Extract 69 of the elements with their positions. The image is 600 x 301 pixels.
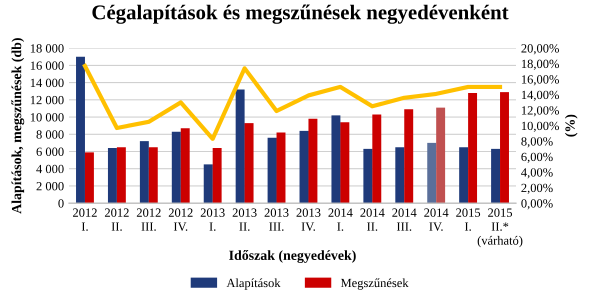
x-tick-label: 2013 IV.: [296, 208, 320, 231]
chart-title: Cégalapítások és megszűnések negyedévenként: [92, 4, 509, 24]
legend-label: Alapítások: [226, 278, 281, 290]
x-tick-label: 2012 I.: [73, 208, 97, 231]
x-tick-label: 2013 III.: [264, 208, 289, 231]
y-tick-label: 18 000: [30, 44, 64, 53]
y-tick-label: 12 000: [30, 96, 64, 104]
y-tick-label: 2 000: [36, 182, 64, 190]
y2-tick-label: 0,00%: [521, 199, 553, 210]
bar: [459, 147, 468, 204]
y-tick-label: 16 000: [30, 61, 64, 70]
x-tick-label: 2013 I.: [200, 208, 225, 231]
y2-tick-label: 6,00%: [521, 152, 553, 163]
y-axis-title: Alapítások, megszűnések (db): [11, 38, 24, 214]
y2-axis-title: (%): [564, 114, 578, 137]
y2-tick-label: 20,00%: [521, 44, 559, 54]
line-series: [82, 64, 502, 141]
y-tick-label: 4 000: [36, 164, 64, 174]
bar: [84, 152, 94, 204]
y-tick-label: 8 000: [36, 130, 64, 139]
x-axis-title: Időszak (negyedévek): [229, 250, 356, 263]
y2-tick-label: 4,00%: [521, 168, 553, 178]
bar: [76, 56, 85, 204]
bar: [276, 132, 286, 204]
bar: [172, 132, 181, 204]
bar: [308, 118, 318, 204]
bar: [236, 89, 245, 204]
x-tick-label: 2015 I.: [456, 208, 480, 231]
y-tick-label: 6 000: [36, 148, 64, 156]
bar: [404, 109, 414, 204]
bar: [204, 164, 213, 204]
x-tick-label: 2012 II.: [104, 208, 129, 231]
x-tick-label: 2013 II.: [232, 208, 257, 231]
x-tick-label: 2014 IV.: [424, 208, 448, 231]
bar: [116, 147, 126, 204]
y2-tick-label: 2,00%: [521, 184, 553, 194]
y2-tick-label: 18,00%: [522, 60, 559, 70]
bar: [140, 141, 149, 204]
bar: [427, 142, 436, 204]
bar: [436, 108, 446, 204]
y-tick-label: 0: [58, 199, 64, 208]
legend-label: Megszűnések: [340, 278, 409, 290]
y2-tick-label: 8,00%: [521, 137, 553, 148]
bar: [468, 92, 478, 204]
y2-tick-label: 14,00%: [522, 90, 559, 101]
x-tick-label: 2014 III.: [392, 208, 417, 231]
bar: [180, 128, 190, 204]
bar: [363, 148, 372, 204]
bar: [108, 148, 117, 204]
y2-tick-label: 10,00%: [522, 122, 559, 132]
y-tick-label: 14 000: [30, 78, 64, 88]
x-tick-label: 2014 I.: [328, 208, 353, 231]
x-tick-label: 2012 III.: [136, 208, 161, 231]
bar: [500, 92, 509, 204]
bar: [491, 148, 500, 204]
bar: [331, 115, 340, 204]
bar: [244, 123, 254, 204]
y2-tick-label: 12,00%: [522, 106, 559, 116]
x-tick-label: 2012 IV.: [168, 208, 193, 231]
bar: [148, 147, 158, 204]
bar: [268, 138, 277, 204]
bar: [300, 130, 308, 204]
bar: [340, 122, 350, 204]
y2-tick-label: 16,00%: [522, 75, 559, 86]
x-tick-label: 2014 II.: [360, 208, 385, 231]
bar: [395, 147, 404, 204]
bar: [372, 114, 382, 204]
bar: [212, 148, 222, 204]
y-tick-label: 10 000: [30, 113, 64, 122]
